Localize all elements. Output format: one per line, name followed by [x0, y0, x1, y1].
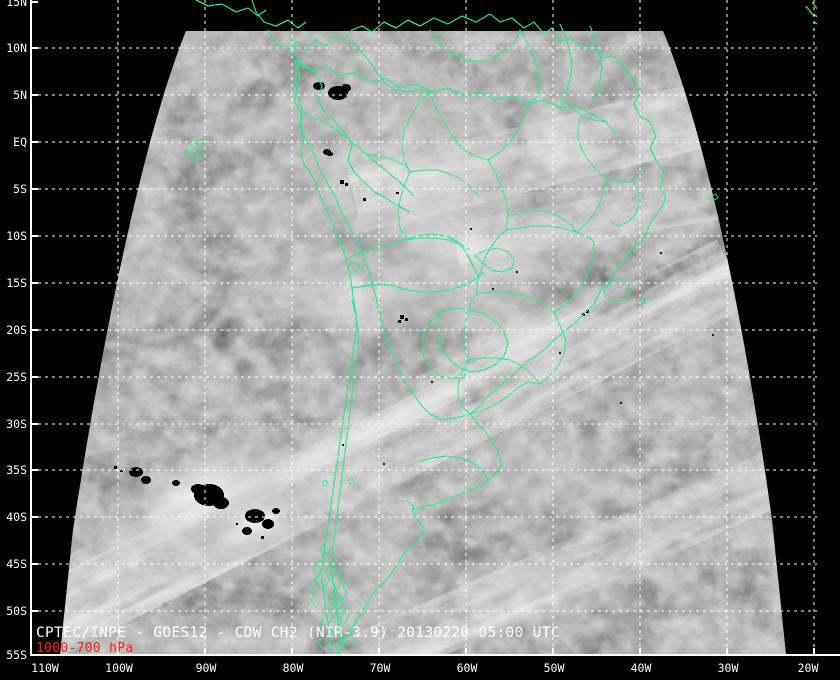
border-brazil-west-south — [293, 59, 471, 421]
border-peru-bolivia — [347, 233, 459, 259]
coastline-africa-fragment-b — [811, 1, 817, 10]
coastline-central-america — [195, 0, 267, 17]
coastline-north-south-america — [267, 13, 491, 51]
map-gridlines — [31, 0, 817, 655]
lake-titicaca — [347, 261, 361, 273]
amazon-convection — [254, 84, 638, 392]
borders-brazil-states — [365, 91, 647, 415]
border-venezuela-interior — [429, 29, 521, 63]
border-chile-argentina — [331, 299, 359, 651]
x-axis-labels: 110W 100W 90W 80W 70W 60W 50W 40W 30W 20… — [31, 661, 818, 675]
y-tick-label-40S: 40S — [6, 510, 27, 524]
coastline-africa-fragment — [805, 5, 817, 18]
border-uruguay — [417, 455, 489, 483]
x-tick-label-20W: 20W — [798, 661, 819, 675]
y-tick-label-EQ: EQ — [13, 135, 27, 149]
y-tick-label-5S: 5S — [13, 182, 27, 196]
coastline-africa-speckle — [813, 21, 817, 25]
border-argentina-uruguay-plate — [405, 499, 415, 511]
coastline-east-brazil — [469, 269, 617, 415]
x-tick-label-110W: 110W — [31, 661, 59, 675]
border-french-guiana — [589, 25, 603, 105]
geography-overlay — [183, 0, 817, 655]
cold-cloud-tops-north — [313, 82, 589, 323]
islands-atlantic — [321, 193, 719, 487]
image-caption: CPTEC/INPE - GOES12 - CDW CH2 (NIR-3.9) … — [36, 625, 560, 641]
y-axis-labels: 15N 10N 5N EQ 5S 10S 15S 20S 25S 30S 35S… — [6, 0, 27, 662]
border-bolivia-south — [351, 271, 485, 293]
coastline-northeast-brazil — [615, 67, 667, 271]
y-tick-label-5N: 5N — [13, 88, 27, 102]
y-tick-label-55S: 55S — [6, 648, 27, 662]
border-peru-north — [299, 109, 415, 197]
y-tick-label-30S: 30S — [6, 417, 27, 431]
coastline-panama — [251, 0, 307, 29]
image-dark-speckles — [342, 228, 714, 465]
y-tick-label-15S: 15S — [6, 276, 27, 290]
y-tick-label-35S: 35S — [6, 463, 27, 477]
x-tick-label-70W: 70W — [370, 661, 391, 675]
border-guyana — [519, 29, 541, 105]
border-colombia-ecuador-peru — [299, 61, 411, 213]
border-suriname — [559, 23, 573, 103]
border-paraguay — [437, 307, 509, 373]
plot-frame — [29, 0, 840, 657]
border-colombia-venezuela — [347, 39, 431, 93]
y-tick-label-15N: 15N — [6, 0, 27, 9]
x-tick-label-90W: 90W — [196, 661, 217, 675]
x-tick-label-100W: 100W — [105, 661, 133, 675]
x-tick-label-30W: 30W — [718, 661, 739, 675]
islands-galapagos — [183, 138, 208, 162]
y-tick-label-25S: 25S — [6, 370, 27, 384]
x-tick-label-40W: 40W — [631, 661, 652, 675]
y-tick-label-10N: 10N — [6, 41, 27, 55]
y-tick-label-45S: 45S — [6, 557, 27, 571]
image-subcaption: 1000-700 hPa — [36, 641, 134, 656]
y-tick-label-10S: 10S — [6, 229, 27, 243]
y-tick-label-20S: 20S — [6, 323, 27, 337]
coastline-pacific-south-america — [289, 35, 357, 653]
x-tick-label-80W: 80W — [283, 661, 304, 675]
pacific-storm-cluster — [88, 430, 322, 562]
x-tick-label-50W: 50W — [544, 661, 565, 675]
x-tick-label-60W: 60W — [457, 661, 478, 675]
cold-cloud-tops — [114, 466, 280, 539]
y-tick-label-50S: 50S — [6, 604, 27, 618]
coastline-argentina-atlantic — [339, 509, 425, 651]
border-brazil-north — [293, 59, 617, 135]
axis-ticks — [30, 1, 815, 656]
